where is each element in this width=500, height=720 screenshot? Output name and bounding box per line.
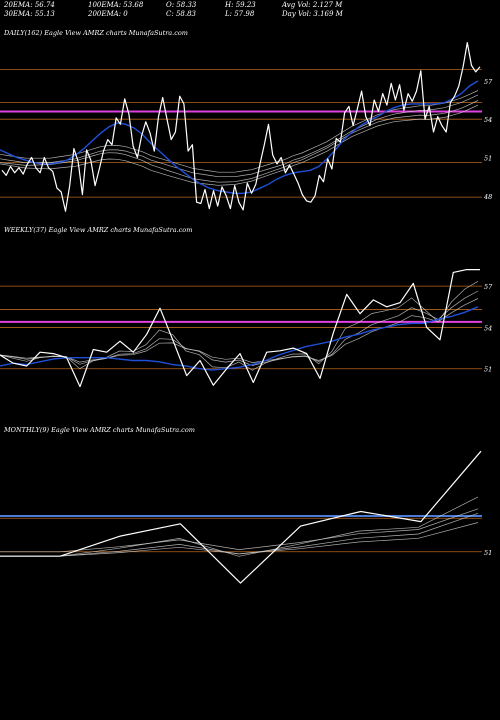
- header-close: C: 58.83: [166, 10, 196, 18]
- monthly-ma-line-2: [0, 522, 479, 557]
- monthly-price-line: [0, 450, 482, 584]
- weekly-price-line: [0, 269, 480, 388]
- header-day-vol: Day Vol: 3.169 M: [282, 10, 343, 18]
- daily-ma-line-1: [0, 94, 479, 178]
- daily-price-line: [1, 42, 481, 212]
- monthly-ma-line-0: [0, 496, 479, 557]
- monthly-panel-label: MONTHLY(9) Eagle View AMRZ charts Munafa…: [4, 426, 195, 434]
- daily-y-tick-0: 57: [484, 78, 493, 86]
- weekly-ma-line-1: [0, 290, 479, 366]
- daily-ema-fast-line: [0, 80, 479, 194]
- daily-ma-line-0: [0, 90, 479, 173]
- header-ema30: 30EMA: 55.13: [4, 10, 55, 18]
- header-ema200: 200EMA: 0: [88, 10, 128, 18]
- daily-ma-line-2: [0, 100, 479, 183]
- daily-panel-label: DAILY(162) Eagle View AMRZ charts Munafa…: [4, 29, 188, 37]
- weekly-y-tick-0: 57: [484, 283, 493, 291]
- header-ema100: 100EMA: 53.68: [88, 1, 144, 9]
- weekly-ma-line-0: [0, 280, 479, 371]
- weekly-panel-label: WEEKLY(37) Eagle View AMRZ charts Munafa…: [4, 226, 193, 234]
- daily-ma-line-3: [0, 104, 479, 186]
- daily-y-tick-2: 51: [484, 155, 492, 163]
- daily-y-tick-3: 48: [483, 193, 492, 201]
- header-low: L: 57.98: [225, 10, 255, 18]
- weekly-y-tick-1: 54: [484, 324, 492, 332]
- daily-y-tick-1: 54: [484, 116, 492, 124]
- header-high: H: 59.23: [225, 1, 256, 9]
- weekly-ema-fast-line: [0, 306, 479, 371]
- monthly-y-tick-0: 51: [484, 549, 492, 557]
- weekly-ma-line-2: [0, 298, 479, 363]
- header-avg-vol: Avg Vol: 2.127 M: [282, 1, 343, 9]
- header-open: O: 58.33: [166, 1, 197, 9]
- header-ema20: 20EMA: 56.74: [4, 1, 55, 9]
- weekly-y-tick-2: 51: [484, 366, 492, 374]
